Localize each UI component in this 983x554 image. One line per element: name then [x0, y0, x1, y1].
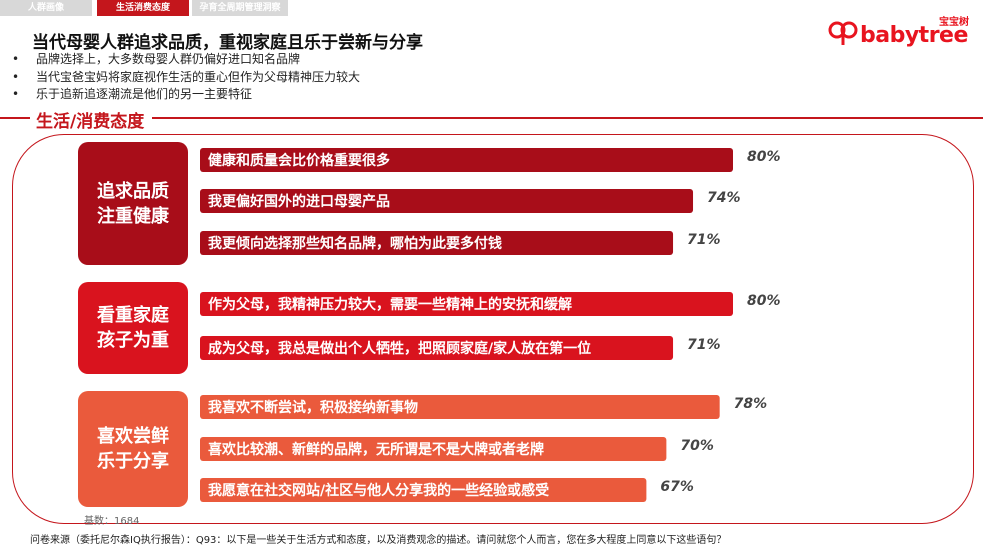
- bar-4: [200, 292, 733, 316]
- group-box-novelty: 喜欢尝鲜 乐于分享: [78, 391, 188, 507]
- bar-1: [200, 148, 733, 172]
- bar-category-label: 作为父母，我精神压力较大，需要一些精神上的安抚和缓解: [208, 296, 572, 313]
- group-label-line2: 注重健康: [97, 205, 169, 227]
- bar-6: [200, 395, 720, 419]
- page-title: 当代母婴人群追求品质，重视家庭且乐于尝新与分享: [32, 33, 423, 53]
- group-label-line1: 追求品质: [97, 180, 169, 202]
- bar-value-label: 74%: [707, 190, 741, 206]
- section-divider: [0, 117, 983, 119]
- babytree-mark-icon: [828, 21, 858, 45]
- group-label-line1: 看重家庭: [97, 305, 169, 326]
- bar-category-label: 成为父母，我总是做出个人牺牲，把照顾家庭/家人放在第一位: [208, 340, 591, 357]
- bar-category-label: 我更偏好国外的进口母婴产品: [208, 193, 390, 210]
- section-title: 生活/消费态度: [30, 107, 153, 132]
- bar-category-label: 喜欢比较潮、新鲜的品牌，无所谓是不是大牌或者老牌: [208, 441, 544, 458]
- summary-bullets: 品牌选择上，大多数母婴人群仍偏好进口知名品牌 当代宝爸宝妈将家庭视作生活的重心但…: [10, 51, 360, 104]
- bar-2: [200, 189, 694, 213]
- bar-5: [200, 336, 674, 360]
- bar-category-label: 我喜欢不断尝试，积极接纳新事物: [208, 399, 418, 416]
- bar-value-label: 78%: [734, 396, 768, 412]
- bar-value-label: 71%: [687, 232, 721, 248]
- bar-7: [200, 437, 667, 461]
- base-size: 基数：1684: [84, 516, 140, 527]
- group-box-quality: 追求品质 注重健康: [78, 142, 188, 265]
- tab-audience-portrait[interactable]: 人群画像: [0, 0, 92, 16]
- group-label-line2: 乐于分享: [97, 451, 169, 472]
- bullet-item: 当代宝爸宝妈将家庭视作生活的重心但作为父母精神压力较大: [10, 69, 360, 87]
- bar-category-label: 我愿意在社交网站/社区与他人分享我的一些经验或感受: [208, 482, 549, 499]
- bar-value-label: 80%: [747, 293, 781, 309]
- chart-frame: [12, 134, 974, 524]
- logo-wordmark: babytree: [860, 23, 968, 48]
- bar-3: [200, 231, 674, 255]
- bullet-item: 品牌选择上，大多数母婴人群仍偏好进口知名品牌: [10, 51, 360, 69]
- bar-value-label: 80%: [747, 149, 781, 165]
- source-note: 问卷来源（委托尼尔森IQ执行报告）：Q93：以下是一些关于生活方式和态度，以及消…: [30, 535, 727, 546]
- top-tabs: 人群画像 生活消费态度 孕育全周期管理洞察: [0, 0, 288, 16]
- babytree-logo: babytree 宝宝树: [828, 14, 973, 48]
- group-label-line1: 喜欢尝鲜: [97, 426, 169, 447]
- bar-category-label: 我更倾向选择那些知名品牌，哪怕为此要多付钱: [208, 235, 502, 252]
- group-box-family: 看重家庭 孩子为重: [78, 282, 188, 374]
- bar-value-label: 71%: [687, 337, 721, 353]
- tab-lifestyle-consumption[interactable]: 生活消费态度: [97, 0, 189, 16]
- tab-parenting-lifecycle[interactable]: 孕育全周期管理洞察: [192, 0, 288, 16]
- bar-8: [200, 478, 647, 502]
- bullet-item: 乐于追新追逐潮流是他们的另一主要特征: [10, 86, 360, 104]
- logo-cn-text: 宝宝树: [939, 17, 969, 28]
- group-label-line2: 孩子为重: [97, 330, 169, 351]
- bar-value-label: 67%: [660, 479, 694, 495]
- bar-value-label: 70%: [680, 438, 714, 454]
- bar-category-label: 健康和质量会比价格重要很多: [208, 152, 390, 169]
